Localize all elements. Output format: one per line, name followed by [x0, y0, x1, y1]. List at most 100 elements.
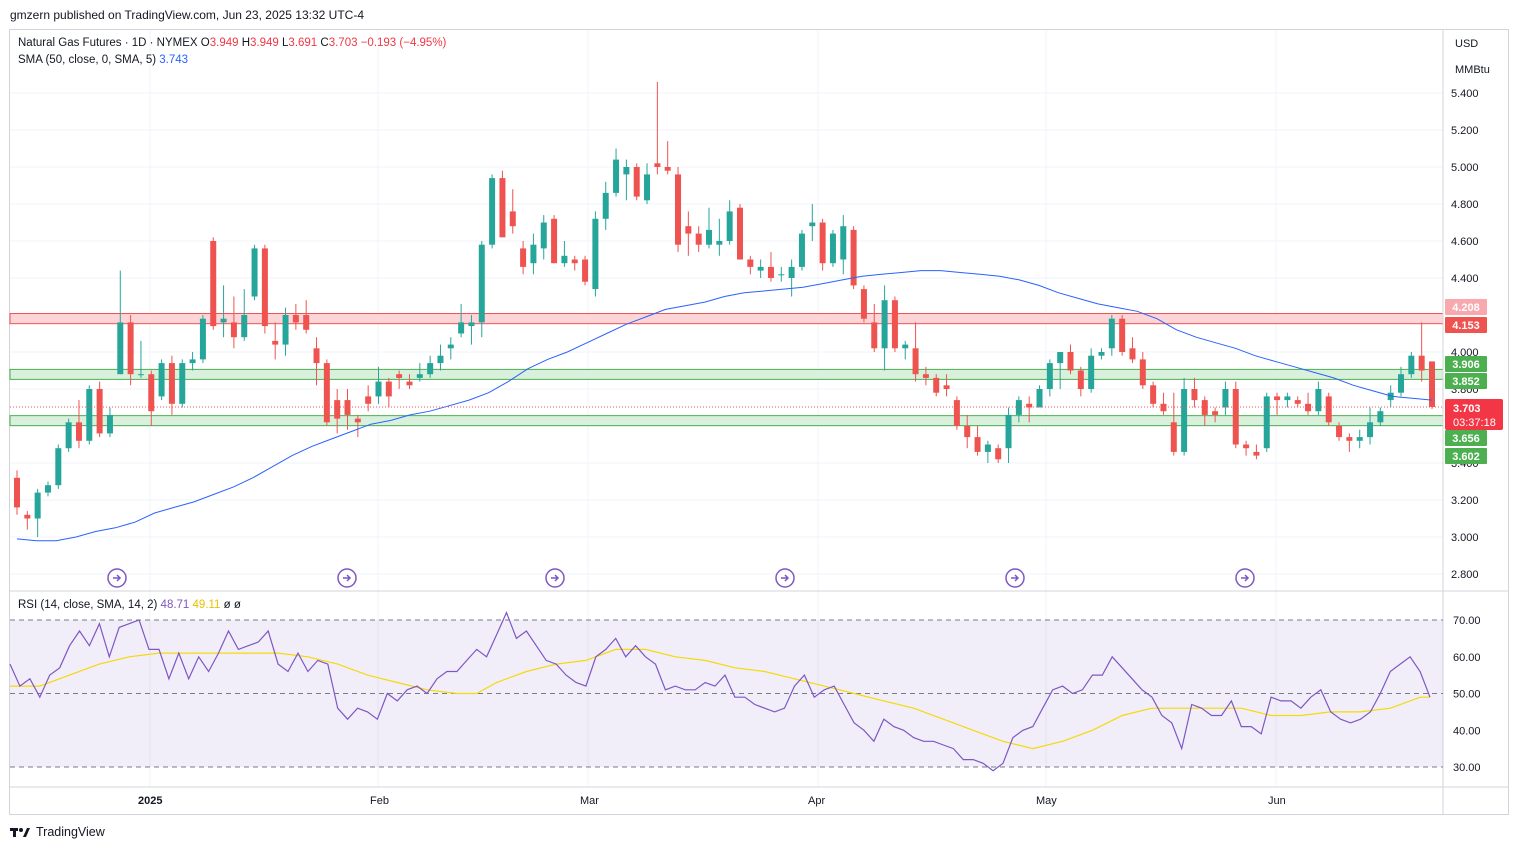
- candle-body: [1408, 355, 1415, 375]
- candle-body: [241, 315, 248, 338]
- candle-body: [706, 229, 713, 245]
- price-tick-label: 2.800: [1451, 569, 1479, 581]
- rsi-line: [9, 611, 1431, 772]
- candle-body: [334, 400, 341, 419]
- price-tick-label: 5.000: [1451, 162, 1479, 174]
- candles: [14, 81, 1435, 537]
- time-tick-label: Jun: [1268, 795, 1286, 807]
- candle-body: [509, 211, 516, 227]
- ohlc-open-label: O: [200, 37, 210, 49]
- candle-body: [282, 315, 289, 345]
- chart-legend: Natural Gas Futures · 1D · NYMEX O3.949 …: [18, 35, 446, 69]
- candle-body: [375, 381, 382, 397]
- candle-body: [437, 355, 444, 364]
- badge-zone-top-low: 4.153: [1452, 320, 1480, 332]
- candle-body: [158, 363, 165, 397]
- rsi-label[interactable]: RSI (14, close, SMA, 14, 2): [18, 599, 158, 611]
- candle-body: [106, 414, 113, 434]
- candle-body: [1057, 352, 1064, 364]
- badge-zone-top-high: 4.208: [1452, 302, 1480, 314]
- candle-body: [55, 448, 62, 486]
- candle-body: [1222, 389, 1229, 408]
- candle-body: [1108, 318, 1115, 349]
- candle-body: [189, 359, 196, 364]
- candle-body: [860, 289, 867, 319]
- candle-body: [251, 248, 258, 297]
- candle-body: [323, 363, 330, 423]
- rsi-sma-value: 49.11: [192, 599, 221, 611]
- candle-body: [230, 322, 237, 338]
- candle-body: [1139, 359, 1146, 386]
- candle-body: [292, 315, 299, 323]
- candle-body: [995, 448, 1002, 460]
- sma-label[interactable]: SMA (50, close, 0, SMA, 5): [18, 54, 157, 66]
- ohlc-close: 3.703: [328, 37, 358, 49]
- candle-body: [447, 344, 454, 349]
- candle-body: [1377, 411, 1384, 423]
- price-tick-label: 4.800: [1451, 199, 1479, 211]
- brand-name[interactable]: TradingView: [36, 825, 105, 839]
- candle-body: [210, 241, 217, 327]
- badge-bg: [1445, 430, 1487, 446]
- ohlc-close-label: C: [320, 37, 329, 49]
- ohlc-low: 3.691: [288, 37, 318, 49]
- candle-body: [1284, 396, 1291, 401]
- candle-body: [86, 389, 93, 441]
- candle-body: [303, 315, 310, 330]
- candle-body: [1232, 389, 1239, 445]
- sma-row: SMA (50, close, 0, SMA, 5) 3.743: [18, 52, 446, 69]
- zone-green: [9, 415, 1444, 427]
- candle-body: [767, 266, 774, 278]
- candle-body: [137, 374, 144, 376]
- candle-body: [592, 218, 599, 290]
- ohlc-change: −0.193 (−4.95%): [360, 37, 447, 49]
- candle-body: [1098, 352, 1105, 356]
- zones: [9, 313, 1444, 427]
- time-tick-label: Apr: [808, 795, 825, 807]
- event-icons[interactable]: [107, 568, 1255, 588]
- last-price-badge-bg: [1445, 399, 1503, 430]
- badge-zone-mid-low: 3.852: [1452, 376, 1480, 388]
- candle-body: [199, 318, 206, 360]
- candle-body: [933, 377, 940, 393]
- candle-body: [1418, 355, 1425, 371]
- candle-body: [272, 340, 279, 345]
- candle-body: [551, 218, 558, 264]
- time-tick-label: Feb: [370, 795, 389, 807]
- candle-body: [396, 374, 403, 378]
- badge-bg: [1445, 373, 1487, 389]
- candle-body: [520, 248, 527, 267]
- candle-body: [1336, 426, 1343, 438]
- candle-body: [344, 400, 351, 415]
- candle-body: [1026, 403, 1033, 408]
- badge-bg: [1445, 448, 1487, 464]
- publish-header: gmzern published on TradingView.com, Jun…: [10, 8, 364, 22]
- rsi-axis: 70.00 60.00 50.00 40.00 30.00: [1453, 615, 1481, 774]
- rsi-tick-label: 60.00: [1453, 652, 1481, 664]
- candle-body: [871, 322, 878, 349]
- candle-body: [736, 207, 743, 260]
- unit-label: MMBtu: [1455, 64, 1490, 76]
- price-axis[interactable]: 5.4005.2005.0004.8004.6004.4004.0003.800…: [1451, 88, 1479, 581]
- time-axis[interactable]: 2025 Feb Mar Apr May Jun: [138, 795, 1286, 807]
- symbol-title[interactable]: Natural Gas Futures · 1D · NYMEX: [18, 37, 198, 49]
- candle-body: [75, 422, 82, 441]
- candle-body: [489, 178, 496, 245]
- candle-body: [127, 322, 134, 375]
- candle-body: [1129, 348, 1136, 360]
- candle-body: [974, 437, 981, 452]
- rsi-tick-label: 40.00: [1453, 725, 1481, 737]
- sma-line: [16, 270, 1433, 542]
- time-tick-label: Mar: [580, 795, 599, 807]
- event-arrow: [781, 574, 790, 582]
- candle-body: [891, 300, 898, 349]
- candle-body: [1181, 389, 1188, 452]
- candle-body: [922, 374, 929, 378]
- symbol-row: Natural Gas Futures · 1D · NYMEX O3.949 …: [18, 35, 446, 52]
- candle-body: [499, 178, 506, 238]
- candle-body: [829, 233, 836, 264]
- candle-body: [571, 259, 578, 264]
- candle-body: [530, 244, 537, 264]
- candle-body: [179, 363, 186, 404]
